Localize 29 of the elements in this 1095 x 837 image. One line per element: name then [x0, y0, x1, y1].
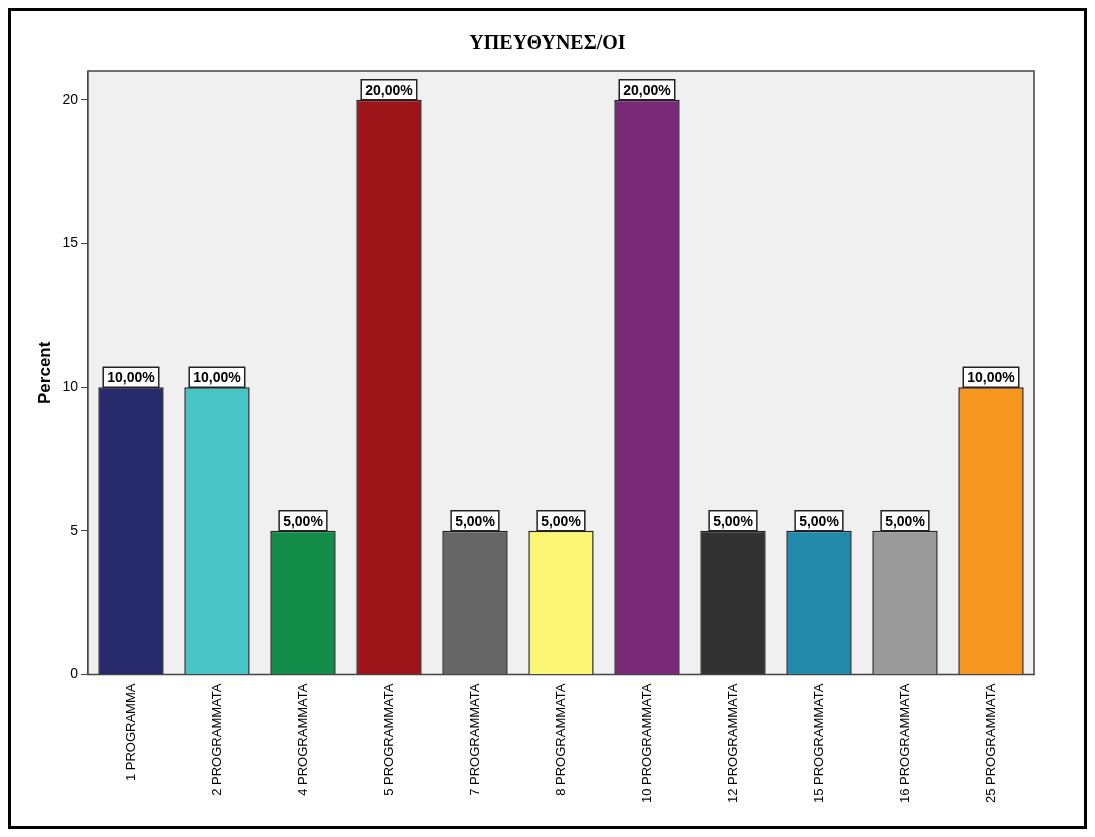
x-tick-label: 25 PROGRAMMATA: [982, 683, 998, 804]
data-label: 5,00%: [541, 512, 582, 529]
data-label: 5,00%: [713, 512, 754, 529]
x-tick-label: 4 PROGRAMMATA: [294, 683, 310, 796]
y-tick-label: 0: [70, 665, 79, 682]
x-tick-label: 8 PROGRAMMATA: [552, 683, 568, 796]
data-label: 5,00%: [799, 512, 840, 529]
y-tick-label: 15: [62, 234, 79, 251]
data-label: 5,00%: [885, 512, 926, 529]
data-label: 20,00%: [623, 81, 672, 98]
y-tick-label: 10: [62, 378, 79, 395]
x-tick-label: 15 PROGRAMMATA: [810, 683, 826, 804]
x-tick-label: 1 PROGRAMMA: [122, 683, 138, 782]
x-tick-label: 12 PROGRAMMATA: [724, 683, 740, 804]
x-tick-label: 10 PROGRAMMATA: [638, 683, 654, 804]
x-tick-label: 7 PROGRAMMATA: [466, 683, 482, 796]
chart-title: ΥΠΕΥΘΥΝΕΣ/ΟΙ: [468, 31, 627, 54]
data-label: 10,00%: [967, 369, 1016, 386]
data-label: 5,00%: [283, 512, 324, 529]
y-tick-label: 20: [62, 90, 79, 107]
data-label: 5,00%: [455, 512, 496, 529]
data-label: 20,00%: [365, 81, 414, 98]
x-tick-label: 5 PROGRAMMATA: [380, 683, 396, 796]
y-tick-label: 5: [70, 521, 79, 538]
y-axis-title: Percent: [34, 341, 54, 404]
x-tick-label: 2 PROGRAMMATA: [208, 683, 224, 796]
data-label: 10,00%: [193, 369, 242, 386]
x-tick-label: 16 PROGRAMMATA: [896, 683, 912, 804]
data-label: 10,00%: [107, 369, 156, 386]
